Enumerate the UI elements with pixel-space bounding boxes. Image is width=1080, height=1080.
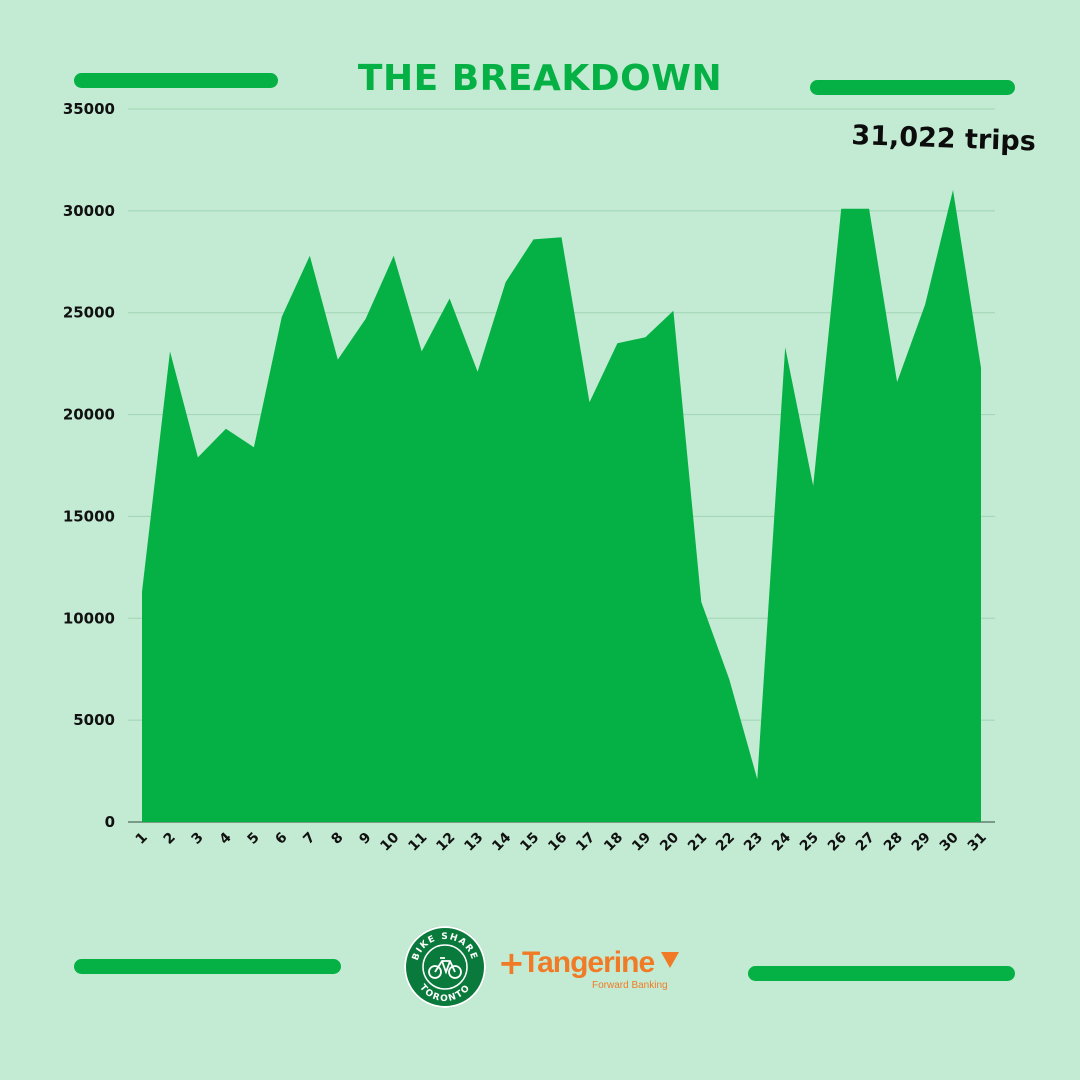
y-tick-label: 10000 <box>63 609 115 627</box>
tangerine-logo-tagline: Forward Banking <box>592 980 668 991</box>
x-tick-label: 7 <box>300 830 318 848</box>
decorative-bar-top-left <box>74 73 278 88</box>
y-tick-label: 15000 <box>63 507 115 525</box>
decorative-bar-bottom-right <box>748 966 1015 981</box>
x-tick-label: 24 <box>769 829 794 854</box>
x-tick-label: 26 <box>825 830 850 855</box>
x-tick-label: 31 <box>965 830 990 855</box>
x-tick-label: 13 <box>461 830 486 855</box>
x-tick-label: 6 <box>272 830 290 848</box>
y-tick-label: 35000 <box>63 100 115 118</box>
decorative-bar-bottom-left <box>74 959 341 974</box>
decorative-bar-top-right <box>810 80 1015 95</box>
x-tick-label: 1 <box>133 830 151 848</box>
x-tick-label: 9 <box>356 830 374 848</box>
x-tick-label: 14 <box>489 829 514 854</box>
bicycle-icon <box>428 957 462 979</box>
area-series <box>141 190 982 822</box>
peak-annotation: 31,022 trips <box>850 120 1037 158</box>
y-tick-label: 20000 <box>63 406 115 424</box>
x-tick-label: 12 <box>433 830 458 855</box>
bike-share-toronto-logo: BIKE SHARE TORONTO <box>404 926 486 1008</box>
x-tick-label: 29 <box>909 830 934 855</box>
x-tick-label: 22 <box>713 830 738 855</box>
x-tick-label: 17 <box>573 830 598 855</box>
page-title: THE BREAKDOWN <box>357 58 723 99</box>
area-fill <box>142 190 981 822</box>
x-tick-label: 2 <box>161 830 179 848</box>
x-tick-label: 16 <box>545 830 570 855</box>
x-tick-label: 30 <box>937 829 962 854</box>
x-tick-label: 18 <box>601 830 626 855</box>
y-axis: 0 5000 10000 15000 20000 25000 30000 35000 <box>63 100 115 831</box>
plus-sign: + <box>498 944 525 982</box>
x-tick-label: 10 <box>377 829 402 854</box>
x-tick-label: 27 <box>853 830 878 855</box>
footer-logos: BIKE SHARE TORONTO + Tangerine Forward B… <box>402 924 692 1014</box>
x-tick-label: 5 <box>244 830 262 848</box>
x-tick-label: 23 <box>741 830 766 855</box>
x-tick-label: 15 <box>517 830 542 855</box>
y-tick-label: 0 <box>105 813 115 831</box>
x-tick-label: 19 <box>629 830 654 855</box>
x-tick-label: 25 <box>797 830 822 855</box>
x-axis: 1 2 3 4 5 6 7 8 9 10 11 12 13 14 15 16 17 18 19 20 21 22 23 24 2… <box>133 829 990 854</box>
x-tick-label: 28 <box>881 830 906 855</box>
y-tick-label: 30000 <box>63 202 115 220</box>
x-tick-label: 11 <box>405 830 430 855</box>
x-tick-label: 20 <box>657 829 682 854</box>
y-tick-label: 25000 <box>63 304 115 322</box>
tangerine-logo-name: Tangerine <box>522 946 655 979</box>
x-tick-label: 21 <box>685 830 710 855</box>
tangerine-chevron-icon <box>661 952 679 968</box>
x-tick-label: 8 <box>328 830 346 848</box>
y-tick-label: 5000 <box>73 711 115 729</box>
x-tick-label: 3 <box>189 830 207 848</box>
x-tick-label: 4 <box>217 829 235 847</box>
